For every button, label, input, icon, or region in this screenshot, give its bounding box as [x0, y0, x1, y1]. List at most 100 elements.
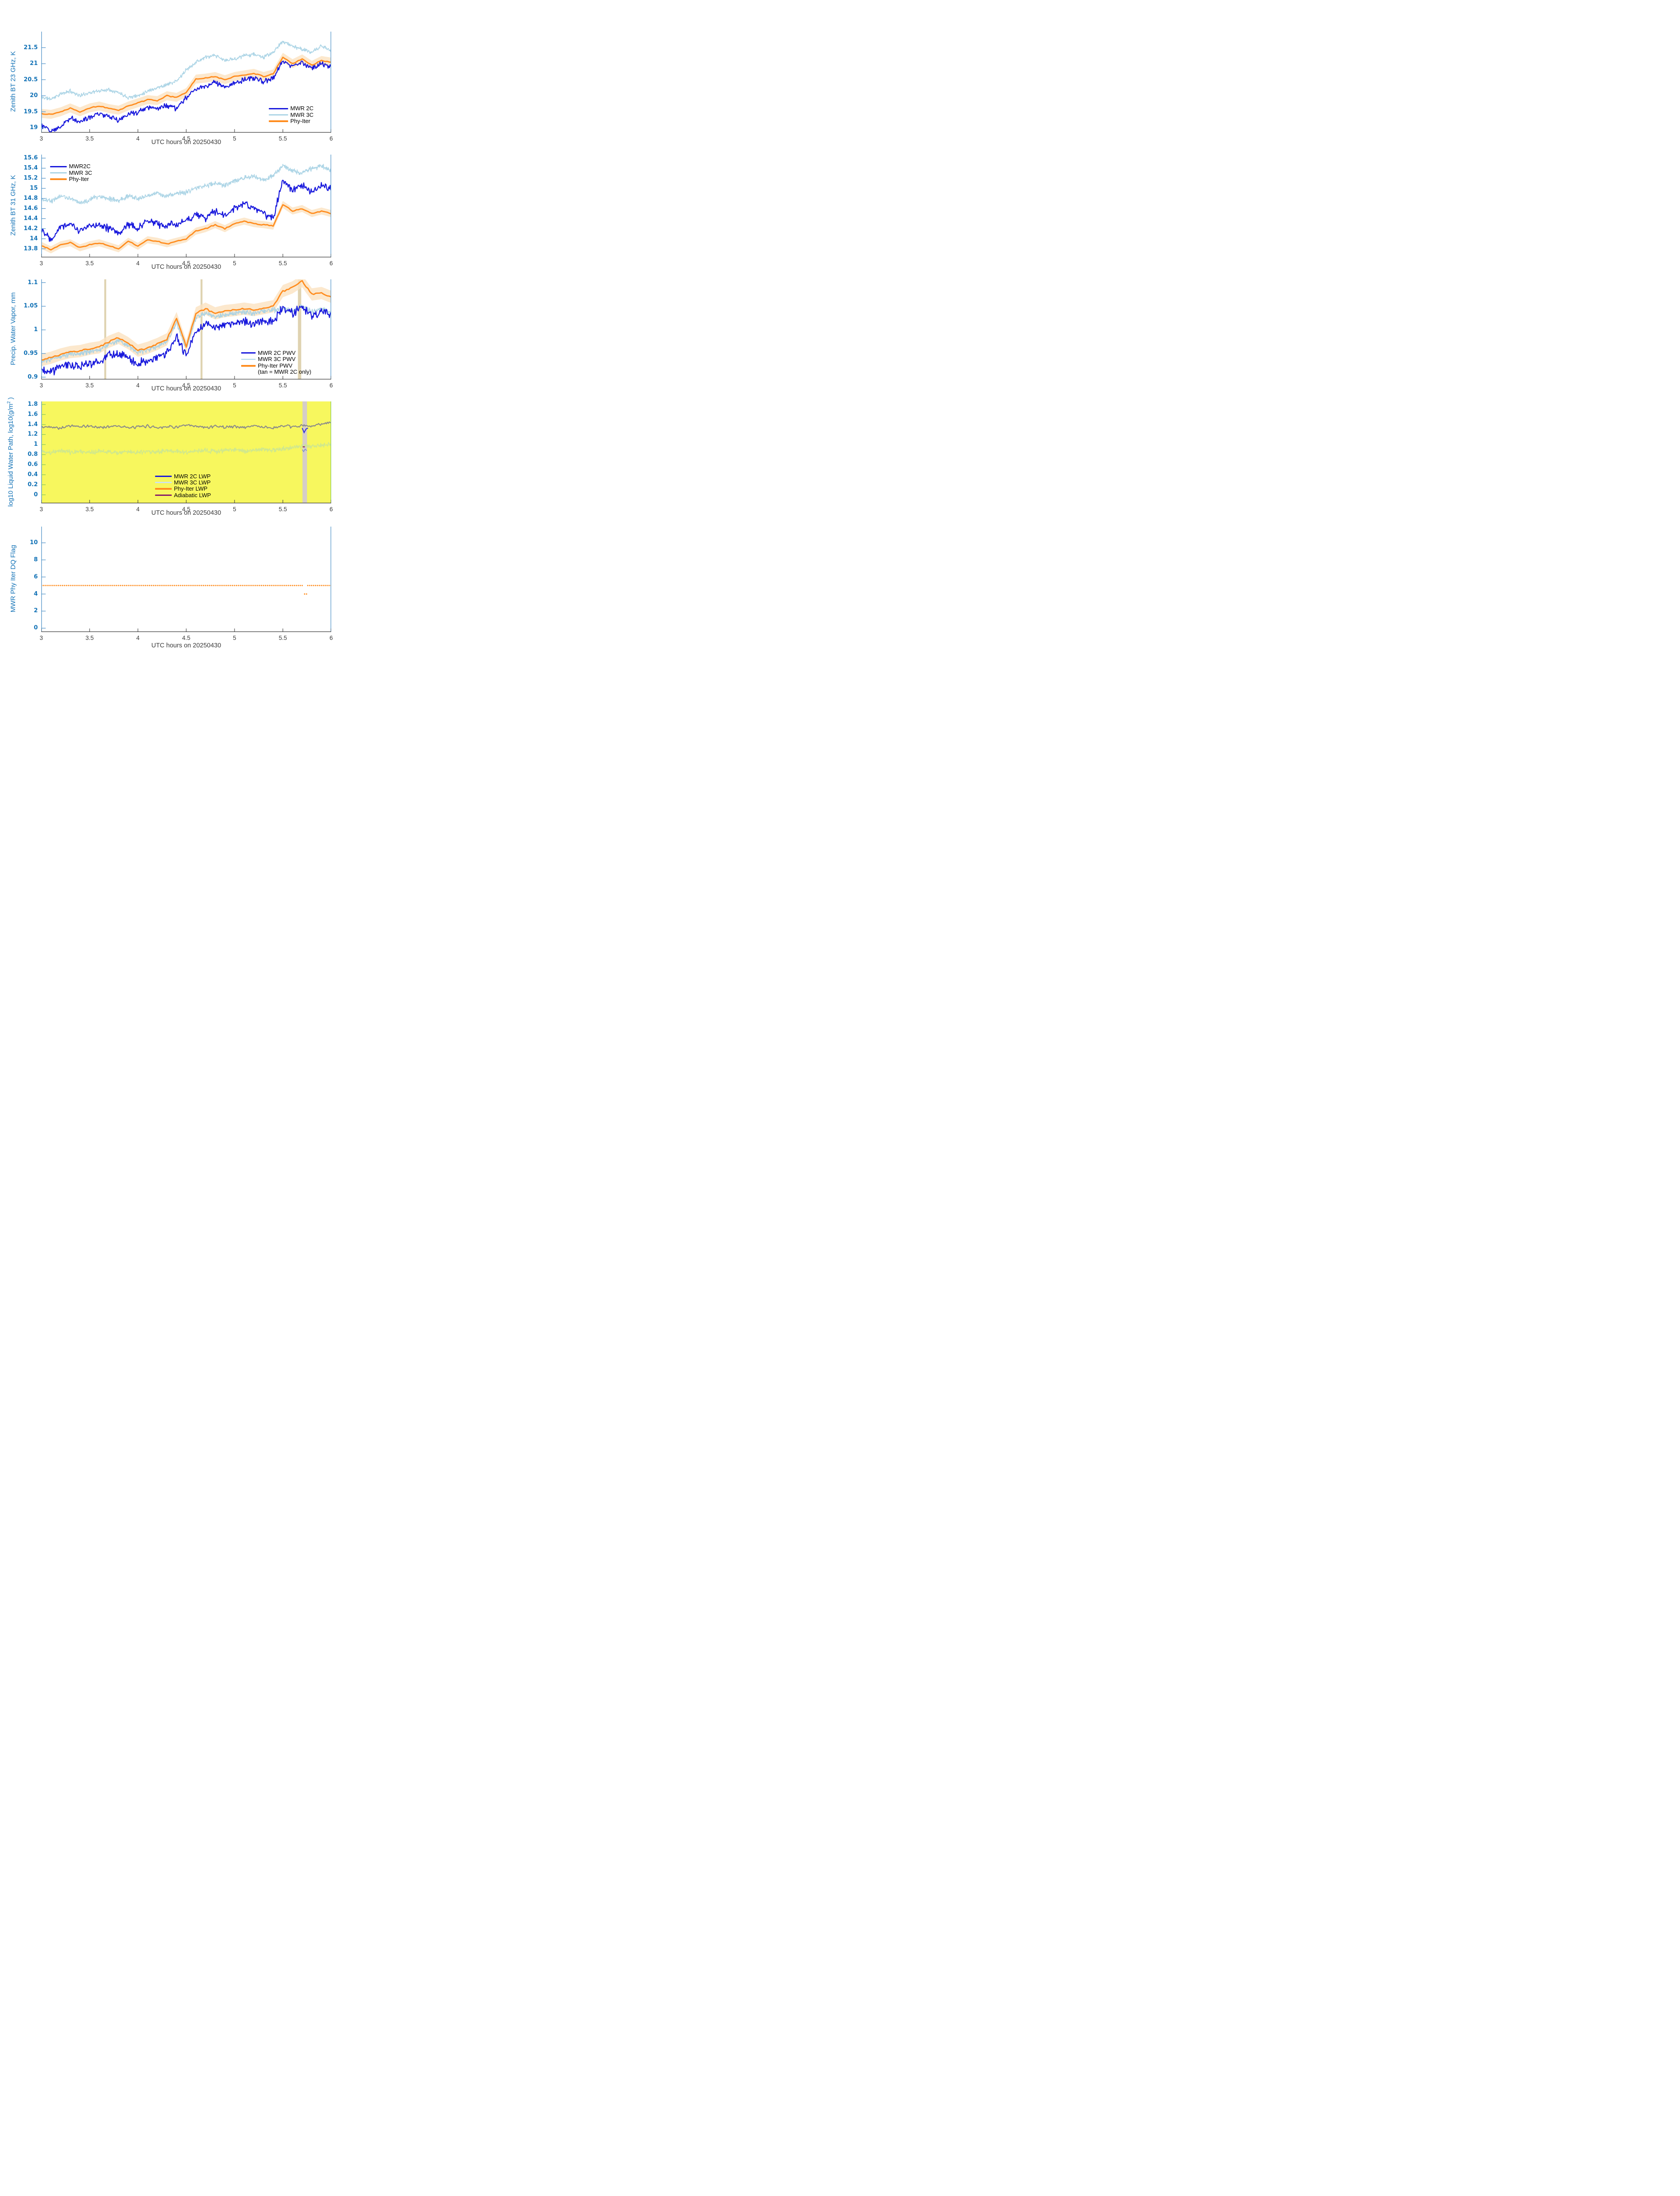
legend-line-swatch — [269, 108, 288, 109]
dq-flag-dot — [89, 585, 90, 586]
dq-flag-dot — [257, 585, 259, 586]
dq-flag-dot — [65, 585, 67, 586]
dq-flag-dot-low — [306, 593, 307, 595]
dq-flag-dot — [222, 585, 224, 586]
legend-label: MWR2C — [69, 163, 91, 170]
dq-flag-dot — [313, 585, 314, 586]
series-line-phy-iter — [41, 56, 331, 115]
y-tick-label: 0 — [33, 625, 38, 632]
x-tick-label: 6 — [329, 135, 333, 142]
dq-flag-dot — [172, 585, 173, 586]
figure-canvas: 19 19.5 20 20.5 21 21.5 Zenith BT 23 GHz, K 3 3.… — [0, 0, 420, 659]
dq-flag-dot — [197, 585, 199, 586]
x-tick-label: 5 — [233, 382, 236, 389]
y-axis-label: Zenith BT 23 GHz, K — [9, 51, 17, 112]
dq-flag-dot — [307, 585, 309, 586]
legend-line-swatch — [269, 120, 288, 122]
dq-flag-dot — [93, 585, 94, 586]
legend-label: MWR 2C PWV — [258, 349, 296, 356]
legend-label: MWR 2C LWP — [174, 473, 211, 480]
x-tick-label: 5 — [233, 260, 236, 267]
series-line-mwr2c — [41, 180, 331, 242]
dq-flag-dot — [48, 585, 50, 586]
dq-flag-dot — [185, 585, 187, 586]
dq-flag-dot — [98, 585, 100, 586]
legend-label: Phy-Iter — [69, 176, 89, 182]
panel-4-plot-area — [41, 527, 331, 632]
y-tick-label: 19.5 — [23, 108, 38, 115]
dq-flag-dot — [242, 585, 243, 586]
dq-flag-dot — [201, 585, 202, 586]
x-tick-label: 3 — [40, 382, 43, 389]
y-tick-label: 20.5 — [23, 76, 38, 83]
dq-flag-dot — [326, 585, 328, 586]
series-line-mwr-2c-lwp — [41, 421, 331, 430]
legend-label: Phy-Iter LWP — [174, 485, 208, 492]
x-tick-label: 5.5 — [278, 382, 287, 389]
dq-flag-dot — [288, 585, 289, 586]
dq-flag-dot — [87, 585, 89, 586]
dq-flag-dot — [228, 585, 230, 586]
dq-flag-dot — [174, 585, 176, 586]
x-axis-label: UTC hours on 20250430 — [151, 139, 221, 146]
x-tick-label: 4.5 — [182, 382, 191, 389]
dq-flag-dot — [293, 585, 295, 586]
dq-flag-dot — [141, 585, 143, 586]
dq-flag-dot — [58, 585, 60, 586]
y-tick-label: 6 — [33, 573, 38, 580]
dq-flag-dot — [112, 585, 114, 586]
x-tick-label: 3.5 — [85, 382, 94, 389]
dq-flag-dot — [143, 585, 145, 586]
dq-flag-dot — [268, 585, 270, 586]
y-tick-label: 2 — [33, 607, 38, 614]
dq-flag-dot — [261, 585, 263, 586]
x-tick-label: 5 — [233, 135, 236, 142]
y-axis-label: MWR Phy Iter DQ Flag — [9, 545, 17, 613]
y-tick-label: 1.8 — [27, 401, 38, 408]
dq-flag-dot — [118, 585, 119, 586]
dq-flag-dot — [255, 585, 257, 586]
dq-flag-dot — [226, 585, 228, 586]
y-tick-label: 1.05 — [23, 303, 38, 310]
dq-flag-dot — [205, 585, 206, 586]
legend-label: MWR 3C — [290, 111, 314, 118]
y-tick-label: 0.6 — [27, 461, 38, 468]
dq-flag-dot — [177, 585, 179, 586]
dq-flag-dot — [286, 585, 288, 586]
dq-flag-dot — [296, 585, 297, 586]
dq-flag-dot — [234, 585, 235, 586]
dq-flag-dot — [309, 585, 311, 586]
dq-flag-dot — [52, 585, 54, 586]
dq-flag-dot — [218, 585, 220, 586]
dq-flag-dot — [71, 585, 73, 586]
dq-flag-dot — [206, 585, 208, 586]
dq-flag-dot — [106, 585, 108, 586]
dq-flag-dot-low — [304, 593, 305, 595]
y-tick-label: 0 — [33, 491, 38, 498]
dq-flag-dot — [60, 585, 61, 586]
dq-flag-dot — [195, 585, 197, 586]
dq-flag-dot — [166, 585, 168, 586]
dq-flag-dot — [267, 585, 268, 586]
dq-flag-dot — [224, 585, 226, 586]
legend-line-swatch — [241, 365, 256, 367]
x-tick-label: 6 — [329, 635, 333, 641]
dq-flag-dot — [253, 585, 255, 586]
y-tick-label: 14.2 — [23, 225, 38, 232]
dq-flag-dot — [68, 585, 69, 586]
x-tick-label: 6 — [329, 260, 333, 267]
legend-line-swatch — [241, 352, 256, 354]
y-axis-label: log10 Liquid Water Path, log10(g/m2 ) — [7, 397, 14, 507]
dq-flag-dot — [181, 585, 183, 586]
mwr2c-only-band — [298, 279, 301, 379]
dq-flag-dot — [203, 585, 205, 586]
dq-flag-dot — [180, 585, 181, 586]
panel-3-plot-area — [41, 401, 331, 503]
y-tick-label: 15.6 — [23, 155, 38, 162]
dq-flag-dot — [102, 585, 104, 586]
x-axis-label: UTC hours on 20250430 — [151, 509, 221, 516]
dq-flag-dot — [148, 585, 150, 586]
dq-flag-dot — [300, 585, 301, 586]
dq-flag-dot — [239, 585, 241, 586]
dq-flag-dot — [116, 585, 118, 586]
